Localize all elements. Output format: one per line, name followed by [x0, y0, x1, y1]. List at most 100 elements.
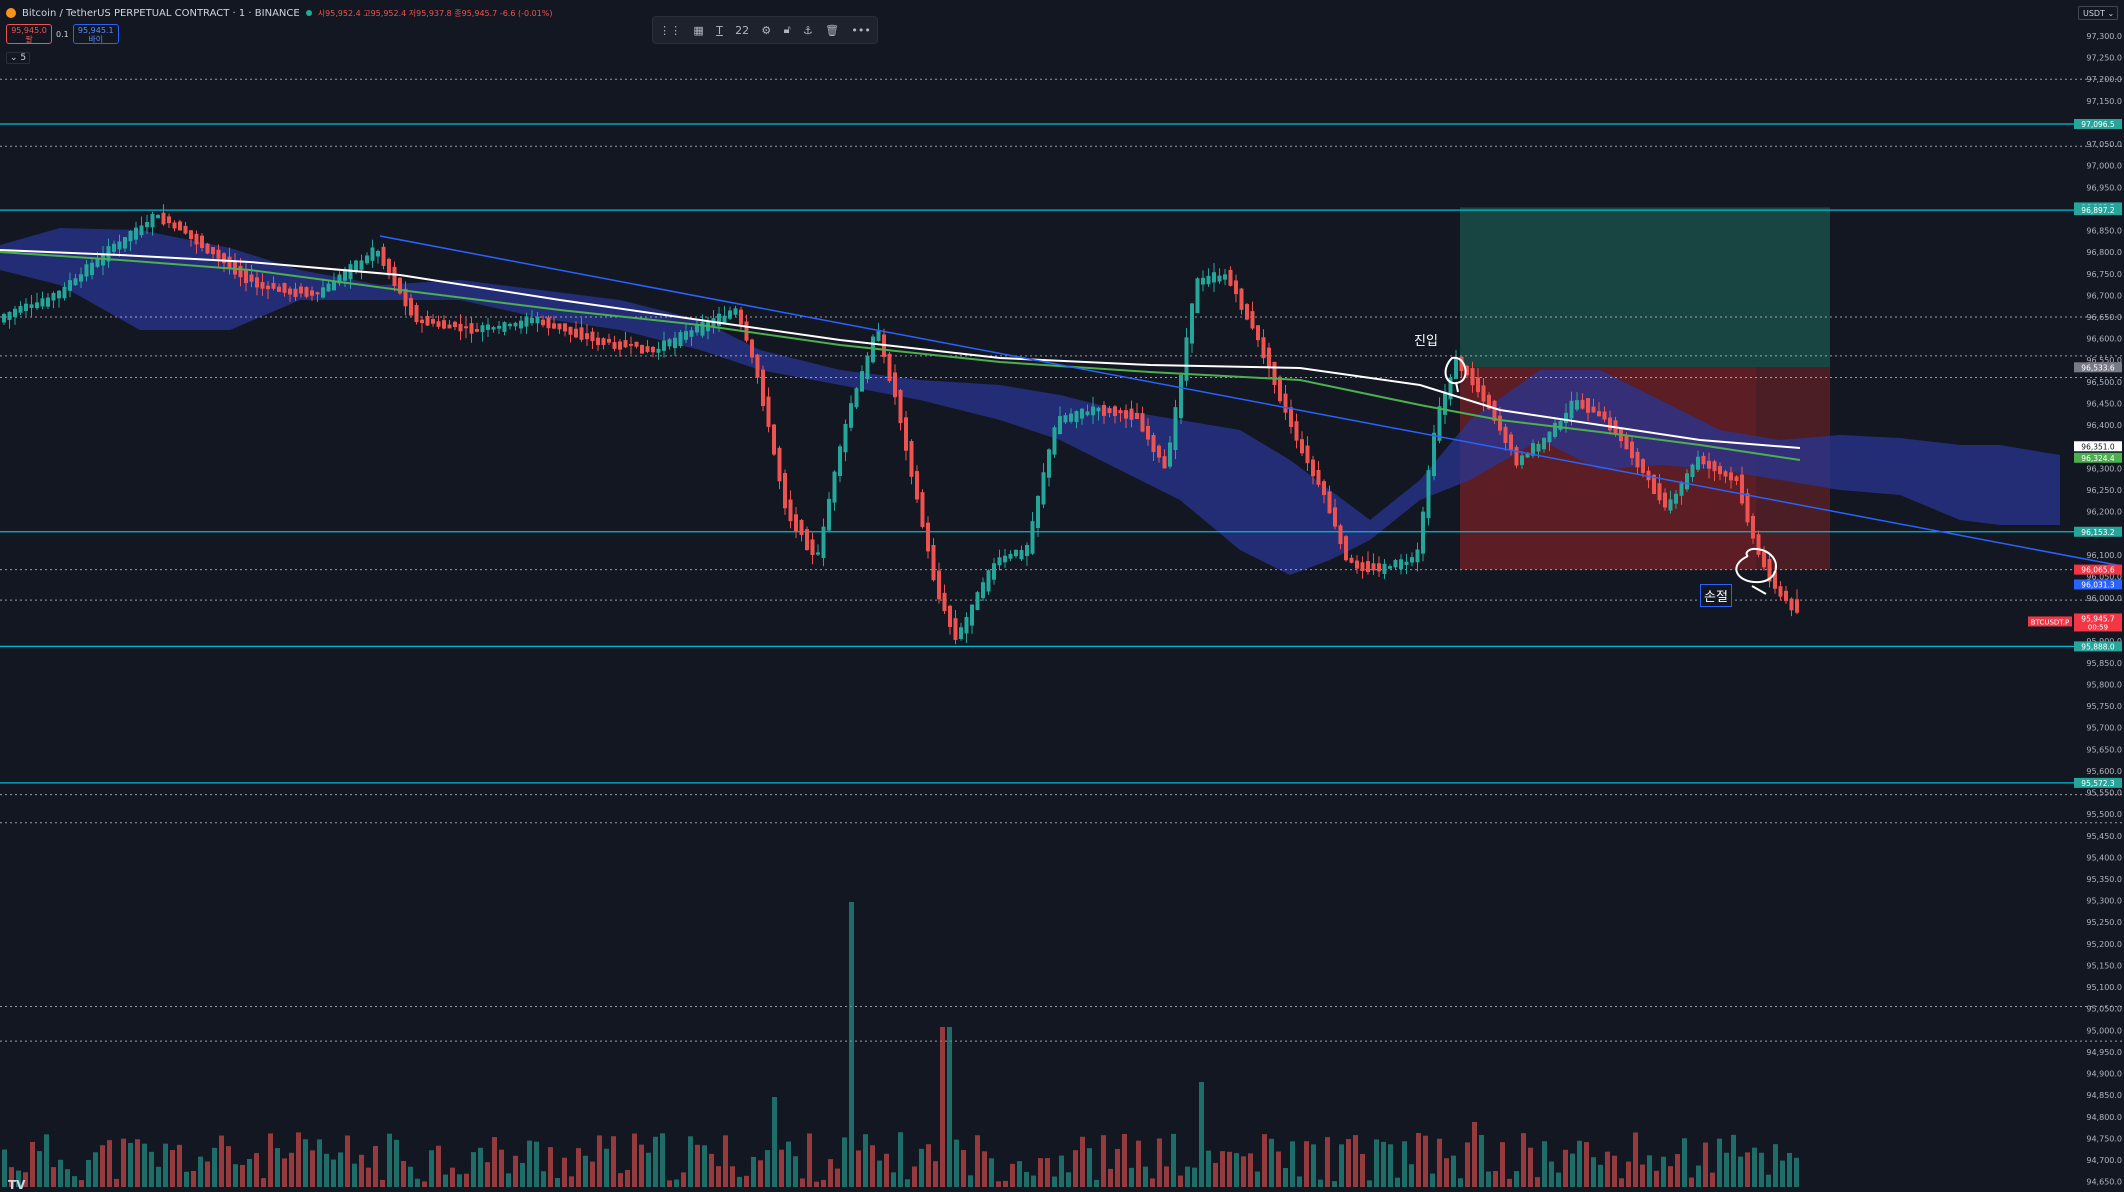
candle-309: [1701, 455, 1706, 465]
volume-bar-226: [1584, 1142, 1589, 1187]
candle-244: [1344, 536, 1348, 561]
candle-251: [1382, 563, 1387, 574]
candle-39: [216, 249, 221, 259]
candle-216: [1190, 303, 1194, 344]
candle-153: [843, 423, 848, 453]
volume-bar-129: [905, 1179, 910, 1187]
candle-189: [1041, 472, 1046, 505]
volume-bar-198: [1388, 1144, 1393, 1187]
volume-bar-112: [786, 1141, 791, 1187]
candle-105: [579, 327, 584, 340]
volume-bar-109: [765, 1150, 770, 1187]
volume-bar-12: [86, 1159, 91, 1187]
indicators-collapse-button[interactable]: ⌄ 5: [6, 52, 31, 64]
candle-132: [728, 310, 732, 319]
candle-25: [139, 225, 144, 236]
drag-handle-icon[interactable]: ⋮⋮: [659, 23, 682, 37]
volume-bar-86: [604, 1148, 609, 1187]
price-tag-9: 95,888.0: [2081, 642, 2115, 651]
volume-bar-182: [1276, 1151, 1281, 1187]
price-axis-label-44: 95,100.0: [2086, 983, 2122, 992]
price-axis-label-30: 95,800.0: [2086, 680, 2122, 689]
volume-bar-56: [394, 1139, 399, 1187]
candle-325: [1789, 598, 1794, 611]
volume-bar-194: [1360, 1153, 1365, 1187]
candle-7: [40, 298, 45, 307]
candle-208: [1146, 425, 1150, 440]
candle-245: [1349, 557, 1354, 563]
candle-103: [568, 326, 573, 335]
delete-icon[interactable]: 🗑︎: [825, 23, 840, 37]
candle-136: [750, 339, 754, 358]
candle-36: [200, 235, 204, 248]
candle-273: [1503, 426, 1508, 443]
currency-select[interactable]: USDT ⌄: [2078, 6, 2118, 20]
candle-255: [1404, 561, 1409, 565]
volume-bar-185: [1297, 1176, 1302, 1187]
candle-35: [194, 233, 199, 245]
volume-bar-195: [1367, 1180, 1372, 1187]
candle-318: [1751, 515, 1755, 539]
text-tool-icon[interactable]: T: [716, 23, 723, 37]
candle-303: [1668, 499, 1673, 511]
volume-bar-247: [1731, 1134, 1736, 1187]
candle-140: [772, 424, 776, 455]
candle-104: [574, 328, 578, 338]
candle-232: [1278, 376, 1282, 402]
volume-bar-190: [1332, 1181, 1337, 1187]
anchor-icon[interactable]: ⚓︎: [802, 23, 813, 37]
sell-button[interactable]: 95,945.0 팔: [6, 24, 52, 44]
lock-icon[interactable]: 🔓︎: [783, 23, 791, 36]
volume-bar-37: [261, 1178, 266, 1187]
volume-bar-172: [1206, 1150, 1211, 1187]
bitcoin-icon: [6, 8, 16, 18]
volume-bar-79: [555, 1177, 560, 1187]
symbol-title[interactable]: Bitcoin / TetherUS PERPETUAL CONTRACT · …: [22, 7, 300, 19]
volume-bar-94: [660, 1133, 665, 1187]
volume-bar-230: [1612, 1155, 1617, 1187]
volume-bar-152: [1066, 1172, 1071, 1187]
candle-17: [95, 259, 100, 267]
volume-bar-95: [667, 1180, 672, 1187]
price-axis-label-37: 95,450.0: [2086, 832, 2122, 841]
candle-76: [420, 319, 424, 324]
volume-bar-5: [37, 1151, 42, 1187]
candle-280: [1542, 438, 1546, 450]
candle-311: [1712, 461, 1717, 472]
candle-233: [1283, 393, 1288, 413]
volume-bar-165: [1157, 1138, 1162, 1187]
volume-bar-179: [1255, 1171, 1260, 1187]
volume-bar-110: [772, 1097, 777, 1187]
templates-icon[interactable]: ▦: [693, 23, 704, 37]
volume-bar-209: [1465, 1142, 1470, 1187]
volume-bar-251: [1759, 1152, 1764, 1187]
more-icon[interactable]: •••: [851, 23, 871, 37]
candle-137: [755, 354, 760, 378]
price-axis-label-3: 97,150.0: [2086, 97, 2122, 106]
symbol-tag-bg: [2028, 616, 2072, 627]
candle-300: [1652, 474, 1656, 495]
price-axis-label-43: 95,150.0: [2086, 961, 2122, 970]
buy-button[interactable]: 95,945.1 바이: [72, 24, 119, 44]
candle-180: [992, 563, 996, 580]
volume-bar-117: [821, 1179, 826, 1187]
volume-bar-46: [324, 1153, 329, 1187]
volume-bar-239: [1675, 1154, 1680, 1187]
price-axis-label-52: 94,700.0: [2086, 1156, 2122, 1165]
volume-bar-252: [1766, 1174, 1771, 1187]
candle-20: [112, 243, 116, 252]
volume-bar-207: [1451, 1155, 1456, 1187]
candle-285: [1569, 400, 1574, 419]
candle-223: [1228, 269, 1233, 286]
volume-bar-0: [2, 1149, 7, 1187]
volume-bar-74: [520, 1162, 525, 1187]
volume-bar-49: [345, 1135, 350, 1187]
candle-307: [1690, 464, 1695, 477]
candle-142: [783, 473, 787, 509]
font-size-select[interactable]: 22: [735, 23, 750, 37]
candle-243: [1338, 525, 1343, 545]
candle-4: [24, 303, 28, 311]
volume-bar-171: [1199, 1082, 1204, 1187]
settings-icon[interactable]: ⚙: [761, 23, 772, 37]
